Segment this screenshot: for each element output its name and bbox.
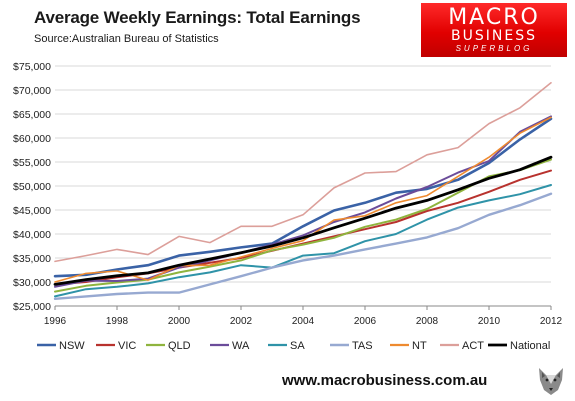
series-line-national <box>53 155 553 286</box>
legend-label-act: ACT <box>462 340 484 352</box>
macro-business-logo[interactable]: MACRO BUSINESS SUPERBLOG <box>421 3 567 57</box>
x-tick-label: 2006 <box>354 316 377 327</box>
logo-line-3: SUPERBLOG <box>455 44 533 53</box>
x-tick-label: 2012 <box>540 316 563 327</box>
series-line-act <box>54 82 552 263</box>
series-line-nsw <box>53 117 553 278</box>
y-tick-label: $30,000 <box>13 277 51 289</box>
x-tick-labels: 1996 1998 2000 2002 2004 2006 2008 2010 2012 <box>44 316 563 327</box>
y-tick-label: $25,000 <box>13 301 51 313</box>
chart-source: Source:Australian Bureau of Statistics <box>34 33 219 45</box>
legend-label-vic: VIC <box>118 340 136 352</box>
y-tick-label: $55,000 <box>13 157 51 169</box>
x-tick-label: 2000 <box>168 316 191 327</box>
y-tick-label: $70,000 <box>13 85 51 97</box>
series-line-sa <box>54 184 552 298</box>
legend: NSW VIC QLD WA SA TAS NT ACT National <box>37 340 550 352</box>
legend-label-nsw: NSW <box>59 340 85 352</box>
legend-label-wa: WA <box>232 340 250 352</box>
axes <box>54 305 552 310</box>
series-line-nt <box>54 116 552 283</box>
wolf-logo-icon <box>539 368 563 395</box>
legend-label-nt: NT <box>412 340 427 352</box>
legend-label-national: National <box>510 340 550 352</box>
y-tick-label: $65,000 <box>13 109 51 121</box>
y-tick-label: $35,000 <box>13 253 51 265</box>
legend-label-qld: QLD <box>168 340 191 352</box>
legend-label-tas: TAS <box>352 340 373 352</box>
x-tick-label: 2004 <box>292 316 315 327</box>
y-tick-label: $75,000 <box>13 61 51 73</box>
x-tick-label: 2002 <box>230 316 253 327</box>
footer-url[interactable]: www.macrobusiness.com.au <box>282 372 488 389</box>
chart-title: Average Weekly Earnings: Total Earnings <box>34 8 361 27</box>
grid-lines <box>55 65 551 283</box>
x-tick-label: 1998 <box>106 316 129 327</box>
legend-label-sa: SA <box>290 340 305 352</box>
series-lines <box>53 82 553 300</box>
logo-line-1: MACRO <box>448 5 540 30</box>
series-line-tas <box>53 192 553 300</box>
y-tick-labels: $25,000 $30,000 $35,000 $40,000 $45,000 $50,0… <box>13 61 51 313</box>
y-tick-label: $60,000 <box>13 133 51 145</box>
x-tick-label: 2010 <box>478 316 501 327</box>
y-tick-label: $50,000 <box>13 181 51 193</box>
y-tick-label: $40,000 <box>13 229 51 241</box>
x-tick-label: 2008 <box>416 316 439 327</box>
x-tick-label: 1996 <box>44 316 67 327</box>
series-line-wa <box>54 115 552 288</box>
logo-line-2: BUSINESS <box>451 28 537 44</box>
y-tick-label: $45,000 <box>13 205 51 217</box>
